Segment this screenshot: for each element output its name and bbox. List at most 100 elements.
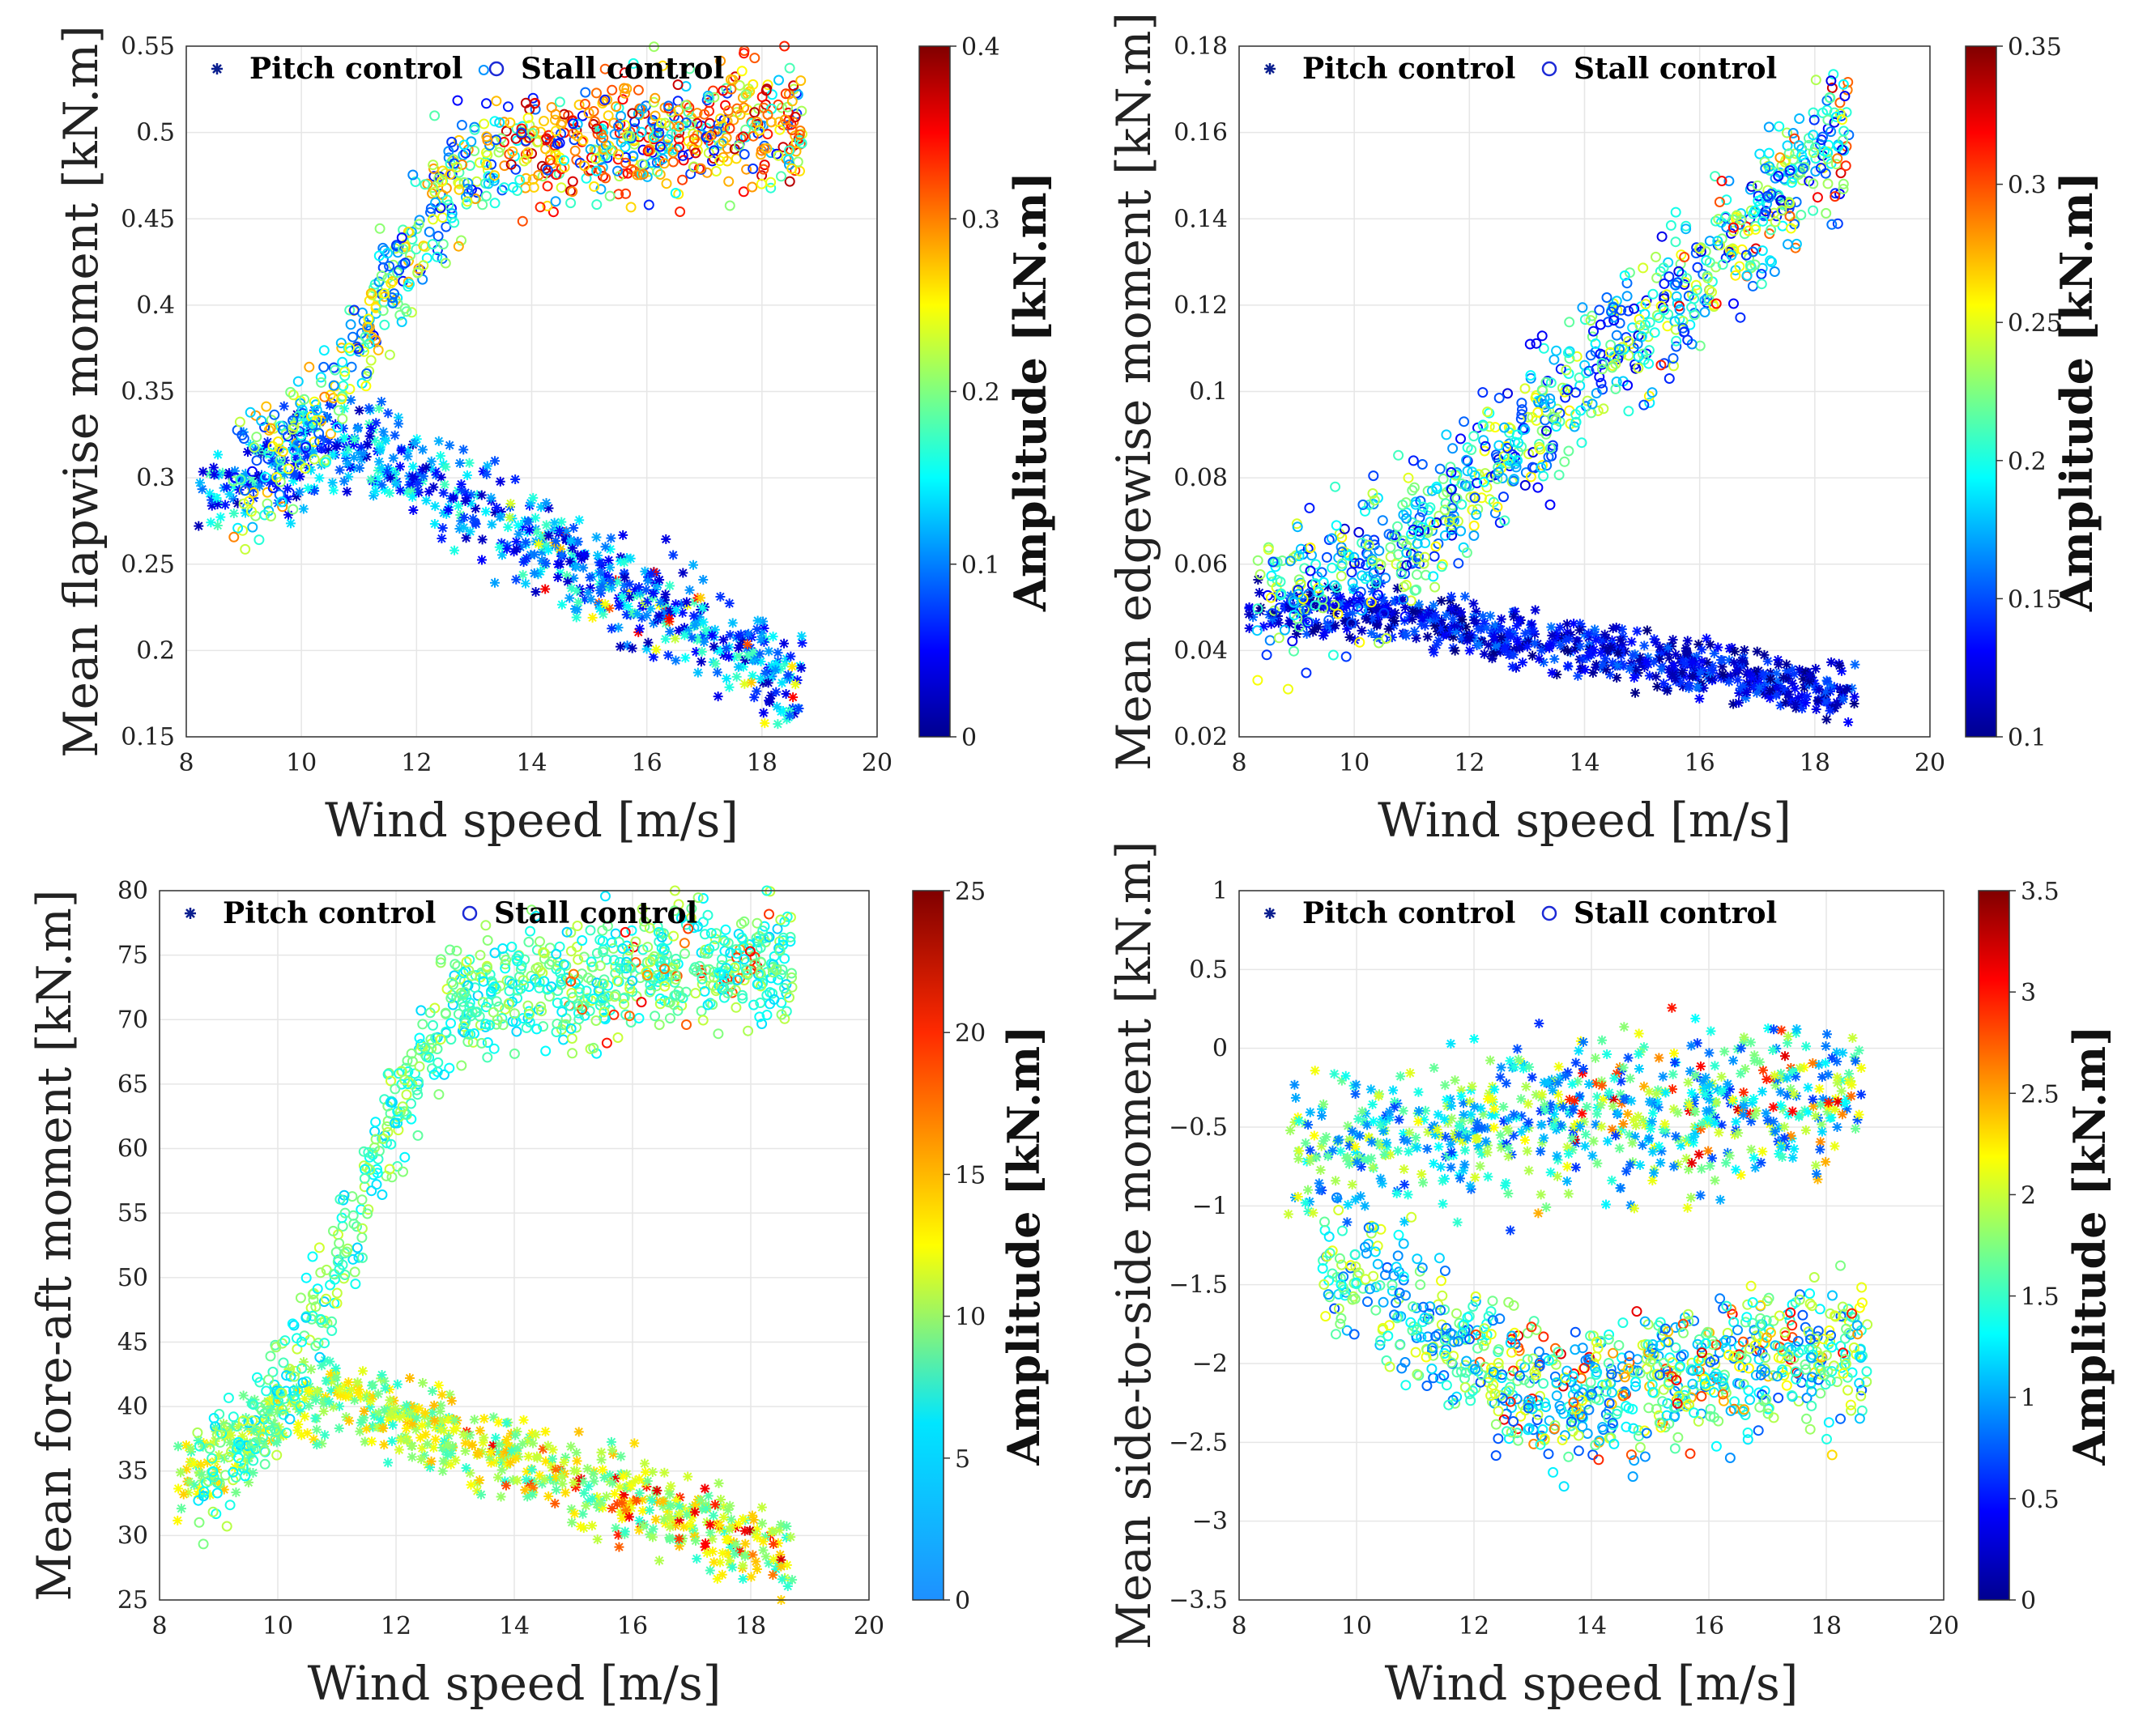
stall-point bbox=[1791, 197, 1802, 207]
stall-point bbox=[749, 107, 760, 118]
pitch-point bbox=[1546, 622, 1557, 632]
pitch-point bbox=[1649, 634, 1659, 645]
stall-point bbox=[1412, 538, 1423, 549]
pitch-point bbox=[407, 1440, 418, 1451]
pitch-point bbox=[787, 662, 798, 672]
stall-point bbox=[456, 120, 467, 130]
stall-point bbox=[407, 169, 419, 181]
pitch-point bbox=[1766, 674, 1776, 684]
pitch-point bbox=[676, 598, 687, 609]
stall-point bbox=[1461, 481, 1472, 492]
y-tick-label: 0.1 bbox=[1189, 378, 1228, 406]
stall-point bbox=[1538, 343, 1549, 354]
pitch-point bbox=[622, 640, 633, 651]
pitch-point bbox=[502, 1459, 513, 1470]
stall-point bbox=[591, 87, 602, 99]
pitch-point bbox=[1688, 671, 1698, 682]
pitch-point bbox=[354, 405, 364, 415]
stall-point bbox=[1525, 370, 1536, 381]
pitch-point bbox=[251, 480, 262, 491]
stall-point bbox=[304, 361, 315, 372]
pitch-point bbox=[465, 1468, 475, 1479]
pitch-point bbox=[1793, 692, 1804, 703]
pitch-point bbox=[539, 1474, 550, 1485]
pitch-point bbox=[518, 569, 528, 580]
y-tick-label: 0.3 bbox=[136, 464, 175, 492]
pitch-point bbox=[1244, 623, 1255, 633]
pitch-point bbox=[511, 536, 522, 547]
stall-point bbox=[556, 182, 567, 194]
stall-point bbox=[1305, 565, 1316, 577]
pitch-point bbox=[726, 1514, 736, 1525]
stall-point bbox=[307, 1251, 318, 1262]
stall-point bbox=[724, 200, 735, 211]
x-tick-label: 14 bbox=[516, 749, 547, 777]
pitch-point bbox=[1600, 629, 1610, 640]
pitch-point bbox=[756, 656, 766, 666]
pitch-point bbox=[714, 1520, 725, 1530]
stall-point bbox=[1545, 377, 1557, 389]
pitch-point bbox=[687, 632, 697, 643]
pitch-point bbox=[1591, 635, 1601, 645]
pitch-point bbox=[540, 1427, 551, 1437]
stall-point bbox=[1458, 542, 1469, 553]
stall-point bbox=[281, 1428, 292, 1439]
pitch-point bbox=[1446, 622, 1457, 632]
pitch-point bbox=[607, 582, 617, 593]
pitch-point bbox=[634, 1488, 645, 1499]
pitch-point bbox=[618, 1471, 628, 1482]
pitch-point bbox=[674, 1515, 684, 1525]
pitch-point bbox=[208, 462, 219, 473]
pitch-point bbox=[699, 636, 709, 647]
pitch-point bbox=[1787, 679, 1798, 689]
pitch-point bbox=[724, 1524, 735, 1534]
stall-point bbox=[297, 1377, 309, 1389]
stall-point bbox=[462, 177, 474, 189]
stall-point bbox=[1363, 539, 1374, 551]
pitch-point bbox=[722, 1504, 733, 1515]
pitch-point bbox=[344, 1415, 355, 1426]
stall-point bbox=[398, 224, 409, 236]
pitch-point bbox=[606, 533, 616, 543]
pitch-point bbox=[1468, 598, 1479, 609]
pitch-point bbox=[569, 1466, 580, 1476]
stall-point bbox=[1408, 482, 1420, 493]
pitch-point bbox=[456, 479, 466, 490]
stall-point bbox=[1476, 492, 1487, 504]
stall-point bbox=[502, 101, 513, 113]
pitch-point bbox=[441, 508, 452, 519]
stall-point bbox=[1516, 409, 1527, 420]
pitch-point bbox=[449, 545, 460, 555]
stall-point bbox=[670, 188, 681, 198]
pitch-point bbox=[1539, 657, 1549, 667]
stall-point bbox=[748, 79, 759, 90]
pitch-point bbox=[771, 687, 782, 697]
pitch-point bbox=[625, 553, 636, 564]
stall-point bbox=[554, 138, 565, 149]
stall-point bbox=[569, 145, 581, 156]
pitch-point bbox=[572, 1456, 582, 1466]
stall-point bbox=[1587, 398, 1598, 410]
stall-point bbox=[1459, 416, 1470, 428]
stall-point bbox=[405, 249, 416, 261]
stall-point bbox=[350, 1279, 361, 1290]
stall-point bbox=[1808, 178, 1819, 189]
stall-point bbox=[1436, 561, 1447, 572]
stall-point bbox=[1330, 481, 1341, 492]
stall-point bbox=[493, 147, 505, 158]
pitch-point bbox=[786, 1532, 796, 1542]
pitch-point bbox=[598, 1465, 608, 1475]
stall-point bbox=[360, 331, 371, 343]
y-tick-label: 0.04 bbox=[1174, 636, 1228, 665]
pitch-point bbox=[210, 1436, 220, 1446]
pitch-point bbox=[453, 486, 463, 496]
pitch-point bbox=[587, 1493, 598, 1504]
stall-point bbox=[599, 94, 611, 105]
stall-point bbox=[709, 145, 720, 156]
stall-point bbox=[1763, 192, 1774, 203]
x-tick-label: 14 bbox=[1569, 749, 1600, 777]
stall-point bbox=[739, 149, 750, 160]
stall-point bbox=[1283, 683, 1293, 695]
legend-pitch-label: Pitch control bbox=[249, 52, 462, 86]
stall-point bbox=[287, 1318, 298, 1330]
